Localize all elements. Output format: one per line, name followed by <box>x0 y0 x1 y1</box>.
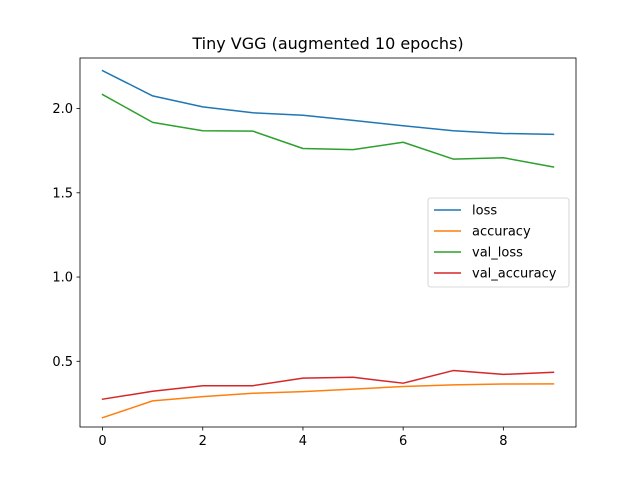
series-line-val-accuracy <box>101 369 555 401</box>
x-tick-label: 4 <box>299 434 307 449</box>
axes-layer: 0 2 4 6 8 0.5 1.0 1.5 2.0 <box>52 57 577 449</box>
legend-label-accuracy: accuracy <box>472 225 531 240</box>
x-tick-label: 0 <box>98 434 106 449</box>
legend-box <box>427 197 570 288</box>
x-tick-label: 6 <box>399 434 407 449</box>
legend-label-val-loss: val_loss <box>472 246 523 261</box>
legend-label-loss: loss <box>472 204 497 219</box>
x-tick-label: 8 <box>499 434 507 449</box>
axes-frame <box>79 57 577 428</box>
y-tick-label: 2.0 <box>52 102 73 117</box>
series-line-val-loss <box>101 93 555 168</box>
series-line-accuracy <box>101 383 555 419</box>
y-tick-label: 0.5 <box>52 355 73 370</box>
chart-title: Tiny VGG (augmented 10 epochs) <box>191 34 463 53</box>
y-tick-label: 1.5 <box>52 186 73 201</box>
series-layer <box>101 69 555 419</box>
y-tick-label: 1.0 <box>52 271 73 286</box>
legend-label-val-accuracy: val_accuracy <box>472 267 557 282</box>
series-line-loss <box>101 69 555 136</box>
legend: loss accuracy val_loss val_accuracy <box>427 197 570 288</box>
x-tick-label: 2 <box>199 434 207 449</box>
